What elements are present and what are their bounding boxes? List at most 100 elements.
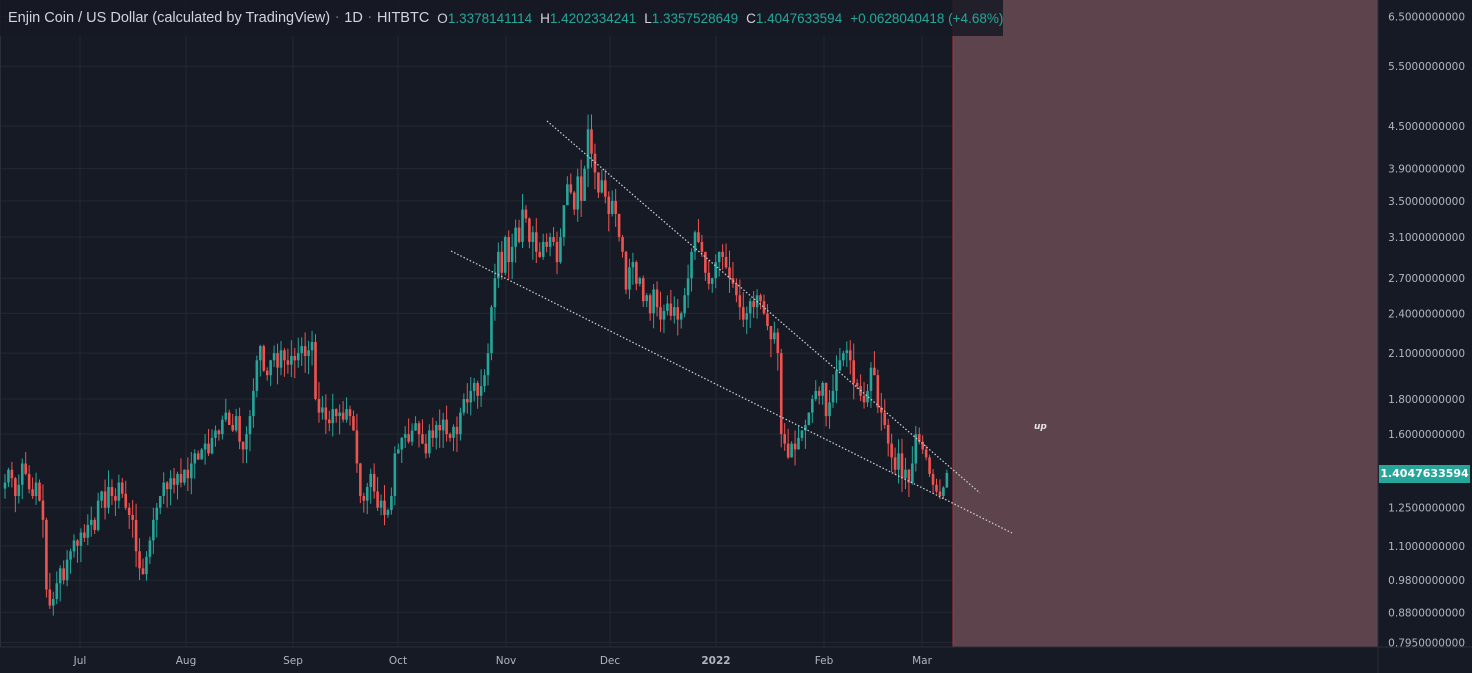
candle [631,252,635,285]
candle [272,345,276,368]
candle-body [645,295,648,302]
candle-body [400,437,404,450]
candle [607,191,611,232]
candle-body [880,407,883,413]
candle-body [252,390,255,417]
candle-body [365,486,369,501]
candle-body [403,434,407,438]
legend-header: Enjin Coin / US Dollar (calculated by Tr… [0,0,1004,36]
candle [669,289,673,321]
candle-body [866,390,869,403]
candle-body [697,232,700,242]
candle [362,492,366,513]
candle-body [548,237,552,247]
candle [3,473,7,499]
candle [121,477,124,499]
candle [448,432,452,442]
price-tick-label: 2.1000000000 [1388,348,1465,360]
candle [259,344,262,377]
candle [835,355,838,404]
candle-body [621,237,624,252]
candle-body [314,341,317,400]
candle [27,465,31,494]
candle-body [241,441,245,450]
candle [641,275,645,308]
candle-body [583,168,586,201]
candle [566,176,569,206]
candle-body [924,449,928,458]
candle [821,381,824,405]
candle [659,291,662,332]
candle [17,474,21,504]
candle-body [376,491,379,508]
candle-body [307,350,310,356]
candle-body [438,424,441,431]
candle [624,250,628,295]
candle [479,369,483,407]
candle-body [448,434,452,438]
candle-body [324,407,328,420]
candle-body [472,382,476,391]
candle-body [76,540,79,546]
candle-body [431,430,435,438]
candle-body [138,551,141,569]
high-value: 1.4202334241 [549,10,637,26]
close-value: 1.4047633594 [755,10,843,26]
candle [293,347,297,379]
candle-body [34,482,38,497]
candle [407,418,410,444]
price-tick-label: 1.6000000000 [1388,429,1465,441]
candle [62,560,65,585]
candle [124,480,128,511]
candle-body [227,412,231,425]
candle [686,264,690,308]
candle-body [897,453,900,470]
candle-body [704,251,707,273]
time-tick-label: Nov [496,655,517,667]
candle-body [352,416,355,431]
symbol-title[interactable]: Enjin Coin / US Dollar (calculated by Tr… [8,10,331,26]
candle [310,330,314,366]
candle-body [855,382,859,387]
candle-body [390,496,393,511]
candle [38,479,41,502]
zone-annotation[interactable]: up [1034,422,1047,432]
price-tick-label: 2.7000000000 [1388,273,1465,285]
candle-body [500,251,504,273]
upper-trendline[interactable] [546,120,981,494]
interval[interactable]: 1D [344,10,363,26]
candle [341,401,345,423]
candle [190,451,193,495]
candle [365,482,369,515]
candle-body [45,519,48,590]
candle [935,478,938,494]
candle [673,296,676,324]
candle [162,472,165,505]
candle-body [124,493,128,508]
candle [214,425,217,447]
candle [231,414,234,433]
candle-body [445,419,448,435]
candle [814,380,818,402]
time-tick-label: Dec [600,655,621,667]
time-tick-label: Aug [176,655,197,667]
candle-body [272,353,276,361]
price-axis[interactable] [1378,0,1472,673]
candle-body [579,176,583,201]
price-tick-label: 5.5000000000 [1388,61,1465,73]
candle-body [600,180,604,193]
candle-body [231,424,234,431]
candle-body [907,469,911,483]
candle-body [690,251,693,279]
candle [552,227,555,246]
candle [79,528,83,563]
candle-body [338,412,341,417]
candle-body [838,360,842,371]
candle-body [259,346,262,361]
candle [697,219,700,244]
projection-zone[interactable] [953,0,1378,647]
candle-body [824,382,828,417]
last-price-label: 1.4047633594 [1379,465,1470,483]
candle [773,321,776,344]
